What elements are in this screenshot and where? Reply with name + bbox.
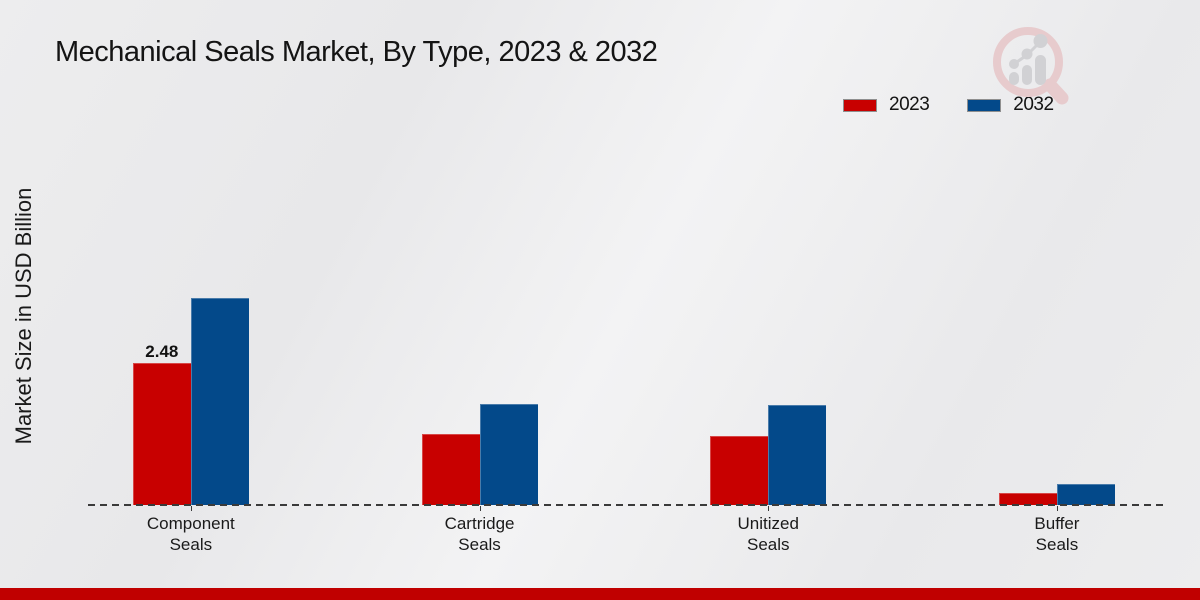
category-label-unitized-seals: Unitized Seals bbox=[737, 514, 799, 554]
market-research-logo-icon bbox=[993, 27, 1069, 105]
category-label-component-seals: Component Seals bbox=[146, 514, 235, 554]
bar-2023-cartridge-seals bbox=[421, 434, 480, 505]
bar-value-label: 2.48 bbox=[145, 342, 179, 361]
legend-label: 2032 bbox=[1013, 94, 1054, 115]
bar-2023-buffer-seals bbox=[998, 493, 1057, 505]
bar-2032-unitized-seals bbox=[768, 405, 827, 505]
bar-2023-component-seals bbox=[132, 363, 191, 505]
category-label-cartridge-seals: Cartridge Seals bbox=[444, 514, 515, 554]
legend: 2023 2032 bbox=[843, 94, 1054, 116]
bar-2032-component-seals bbox=[190, 298, 249, 505]
legend-swatch-icon bbox=[967, 98, 1002, 112]
bar-2032-cartridge-seals bbox=[479, 404, 538, 505]
x-axis-tick bbox=[190, 506, 192, 511]
category-label-buffer-seals: Buffer Seals bbox=[1034, 514, 1080, 554]
legend-item-2023: 2023 bbox=[843, 94, 930, 116]
bar-2023-unitized-seals bbox=[710, 436, 769, 505]
x-axis-baseline bbox=[88, 504, 1163, 506]
x-axis-tick bbox=[479, 506, 481, 511]
x-axis-tick bbox=[1056, 506, 1058, 511]
legend-label: 2023 bbox=[889, 94, 930, 115]
bar-2032-buffer-seals bbox=[1056, 484, 1115, 505]
chart-title: Mechanical Seals Market, By Type, 2023 &… bbox=[55, 36, 658, 68]
footer-accent-bar bbox=[0, 588, 1200, 600]
legend-swatch-icon bbox=[843, 98, 877, 112]
legend-item-2032: 2032 bbox=[967, 94, 1054, 116]
x-axis-tick bbox=[768, 506, 770, 511]
